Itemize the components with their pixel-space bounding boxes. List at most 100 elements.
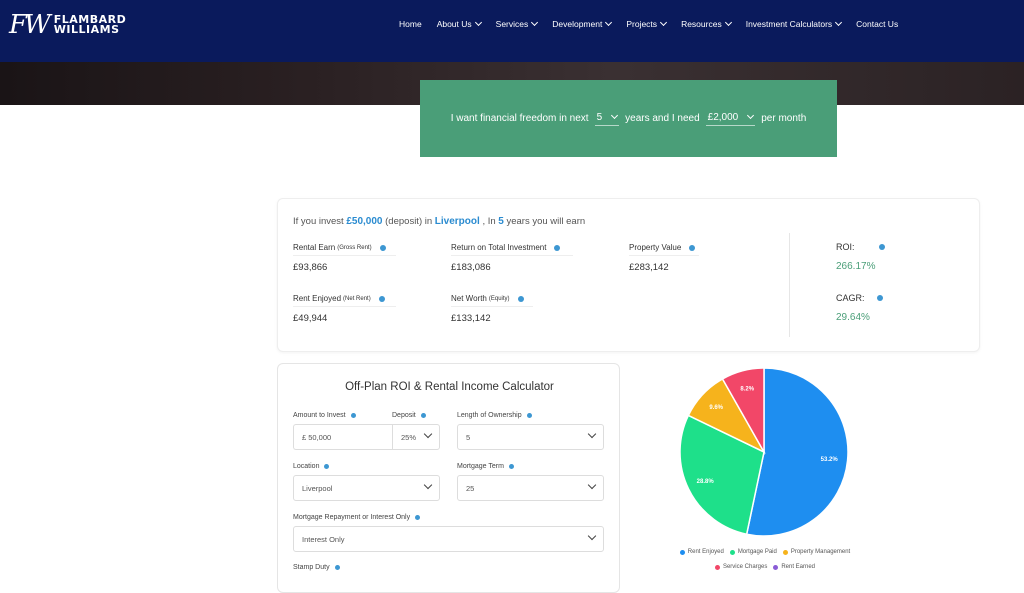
info-icon[interactable] — [350, 413, 356, 418]
metric-value: £283,142 — [629, 262, 669, 273]
pie-label: 8.2% — [740, 387, 754, 393]
pie-slice-service-charges[interactable] — [721, 367, 765, 455]
chevron-down-icon — [605, 18, 613, 27]
metric-net-worth: Net Worth (Equity) £133,142 — [451, 294, 533, 324]
repayment-label: Mortgage Repayment or Interest Only — [293, 514, 421, 521]
info-icon[interactable] — [554, 244, 561, 251]
calculator-card: Off-Plan ROI & Rental Income Calculator … — [277, 363, 620, 593]
ownership-label: Length of Ownership — [457, 412, 532, 419]
pie-svg: 53.2% 28.8% 9.6% 8.2% — [679, 367, 849, 537]
pie-slice-mortgage-paid[interactable] — [679, 414, 765, 536]
legend-item-property-management[interactable]: Property Management — [782, 546, 851, 559]
legend-label: Mortgage Paid — [737, 549, 777, 555]
legend-dot — [729, 550, 735, 555]
chevron-down-icon — [611, 111, 619, 120]
repayment-select[interactable]: Interest Only — [293, 526, 604, 552]
chevron-down-icon — [724, 18, 732, 27]
metric-rental-earn: Rental Earn (Gross Rent) £93,866 — [293, 243, 396, 273]
chart-legend: Rent Enjoyed Mortgage Paid Property Manage… — [660, 546, 870, 576]
chevron-down-icon — [531, 18, 539, 27]
invest-amount: £50,000 — [346, 216, 383, 227]
legend-dot — [782, 550, 788, 555]
nav-item-resources[interactable]: Resources — [681, 18, 732, 29]
location-label: Location — [293, 463, 330, 470]
chevron-down-icon — [587, 480, 597, 490]
info-icon[interactable] — [508, 464, 514, 469]
info-icon[interactable] — [324, 464, 330, 469]
pie-label: 28.8% — [697, 479, 715, 485]
info-icon[interactable] — [420, 413, 426, 418]
chevron-down-icon — [587, 429, 597, 439]
chevron-down-icon — [747, 111, 755, 120]
investment-pie-chart: 53.2% 28.8% 9.6% 8.2% Rent Enjoyed Mortgage … — [660, 360, 870, 580]
chevron-down-icon — [474, 18, 482, 27]
deposit-select[interactable]: 25% — [392, 424, 440, 450]
stamp-duty-label: Stamp Duty — [293, 564, 340, 571]
results-intro: If you invest £50,000 (deposit) in Liver… — [293, 216, 586, 227]
metric-property-value: Property Value £283,142 — [629, 243, 699, 273]
roi-value: 266.17% — [836, 261, 876, 272]
location-select[interactable]: Liverpool — [293, 475, 440, 501]
info-icon[interactable] — [378, 295, 385, 302]
pie-label: 9.6% — [709, 405, 723, 411]
financial-freedom-bar: I want financial freedom in next 5 years… — [420, 80, 837, 157]
legend-item-rent-earned[interactable]: Rent Earned — [773, 561, 815, 574]
brand-logo[interactable]: FW FLAMBARD WILLIAMS — [9, 10, 126, 40]
chevron-down-icon — [660, 18, 668, 27]
invest-location: Liverpool — [434, 216, 480, 227]
top-navbar: FW FLAMBARD WILLIAMS Home About Us Services… — [0, 0, 1024, 62]
amount-input[interactable]: £ 50,000 — [293, 424, 393, 450]
chevron-down-icon — [423, 480, 433, 490]
nav-item-about-us[interactable]: About Us — [437, 18, 482, 29]
legend-item-service-charges[interactable]: Service Charges — [714, 561, 768, 574]
info-icon[interactable] — [379, 244, 386, 251]
cagr-value: 29.64% — [836, 312, 870, 323]
info-icon[interactable] — [876, 295, 883, 301]
mortgage-term-label: Mortgage Term — [457, 463, 514, 470]
legend-dot — [714, 565, 720, 570]
legend-label: Rent Earned — [781, 564, 816, 570]
chevron-down-icon — [423, 429, 433, 439]
pie-slice-rent-enjoyed[interactable] — [745, 367, 849, 537]
deposit-label: Deposit — [392, 412, 426, 419]
monthly-amount-select[interactable]: £2,000 — [705, 111, 756, 126]
legend-dot — [679, 550, 685, 555]
nav-item-projects[interactable]: Projects — [626, 18, 668, 29]
nav-item-services[interactable]: Services — [496, 18, 539, 29]
chevron-down-icon — [835, 18, 843, 27]
freedom-prefix: I want financial freedom in next — [450, 113, 589, 124]
metric-value: £133,142 — [451, 313, 491, 324]
info-icon[interactable] — [517, 295, 524, 302]
info-icon[interactable] — [689, 244, 696, 251]
nav-item-investment-calculators[interactable]: Investment Calculators — [746, 18, 843, 29]
nav-item-development[interactable]: Development — [552, 18, 613, 29]
nav-item-home[interactable]: Home — [399, 19, 422, 29]
ownership-select[interactable]: 5 — [457, 424, 604, 450]
calculator-title: Off-Plan ROI & Rental Income Calculator — [345, 381, 554, 393]
legend-label: Property Management — [790, 549, 851, 555]
legend-item-rent-enjoyed[interactable]: Rent Enjoyed — [679, 546, 724, 559]
metric-roi: ROI: 266.17% — [836, 242, 885, 272]
info-icon[interactable] — [878, 244, 885, 250]
legend-item-mortgage-paid[interactable]: Mortgage Paid — [729, 546, 777, 559]
pie-label: 53.2% — [821, 457, 839, 463]
amount-label: Amount to Invest — [293, 412, 356, 419]
nav-item-contact-us[interactable]: Contact Us — [856, 19, 899, 29]
legend-label: Service Charges — [722, 564, 768, 570]
legend-label: Rent Enjoyed — [687, 549, 724, 555]
results-panel: If you invest £50,000 (deposit) in Liver… — [277, 198, 980, 352]
chevron-down-icon — [587, 531, 597, 541]
logo-wordmark: FLAMBARD WILLIAMS — [53, 13, 127, 36]
legend-dot — [773, 565, 779, 570]
freedom-middle: years and I need — [625, 113, 700, 124]
metric-value: £183,086 — [451, 262, 491, 273]
mortgage-term-select[interactable]: 25 — [457, 475, 604, 501]
metric-value: £49,944 — [293, 313, 328, 324]
results-divider — [789, 233, 790, 337]
info-icon[interactable] — [334, 565, 340, 570]
info-icon[interactable] — [526, 413, 532, 418]
metric-return-total: Return on Total Investment £183,086 — [451, 243, 573, 273]
freedom-suffix: per month — [761, 113, 807, 124]
info-icon[interactable] — [415, 515, 421, 520]
years-select[interactable]: 5 — [594, 111, 620, 126]
